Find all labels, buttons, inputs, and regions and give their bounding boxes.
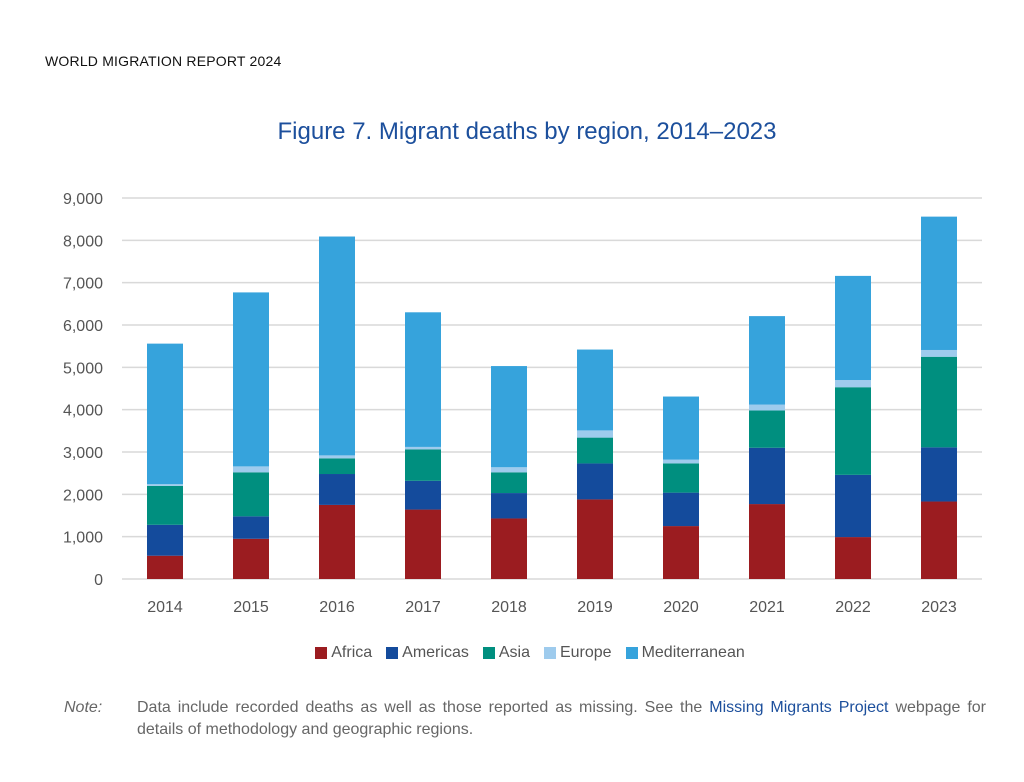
x-tick-label: 2016 <box>319 599 355 616</box>
y-tick-label: 7,000 <box>63 276 103 293</box>
bar-segment-americas <box>835 474 871 538</box>
bar-segment-europe <box>835 380 871 388</box>
bar-segment-asia <box>663 463 699 493</box>
bar-segment-africa <box>663 526 699 579</box>
bar-segment-europe <box>577 430 613 438</box>
report-header: WORLD MIGRATION REPORT 2024 <box>45 53 282 69</box>
bar-segment-mediterranean <box>749 316 785 405</box>
missing-migrants-project-link[interactable]: Missing Migrants Project <box>709 699 889 716</box>
bar-segment-europe <box>749 404 785 411</box>
bar-segment-europe <box>663 459 699 464</box>
bar-segment-asia <box>835 387 871 475</box>
legend-swatch <box>386 647 399 659</box>
bar-segment-africa <box>491 518 527 579</box>
legend-item: Asia <box>482 644 530 662</box>
y-tick-label: 4,000 <box>63 403 103 420</box>
bar-segment-mediterranean <box>491 366 527 468</box>
bar-segment-americas <box>577 463 613 500</box>
legend-label: Africa <box>331 644 373 661</box>
bar-segment-europe <box>491 467 527 473</box>
bar-segment-asia <box>749 410 785 448</box>
legend-label: Asia <box>498 644 530 661</box>
x-tick-label: 2015 <box>233 599 269 616</box>
x-tick-label: 2014 <box>147 599 183 616</box>
legend-swatch <box>625 647 638 659</box>
legend-item: Mediterranean <box>625 644 745 662</box>
legend-item: Africa <box>315 644 372 662</box>
legend-item: Europe <box>543 644 612 662</box>
bar-segment-mediterranean <box>147 343 183 485</box>
bar-segment-asia <box>491 472 527 494</box>
legend-swatch <box>482 647 495 659</box>
bar-segment-americas <box>319 474 355 505</box>
legend-label: Europe <box>559 644 612 661</box>
bar-segment-europe <box>233 466 269 473</box>
y-tick-label: 8,000 <box>63 233 103 250</box>
x-tick-label: 2023 <box>921 599 957 616</box>
bar-segment-europe <box>405 446 441 450</box>
legend-swatch <box>315 647 328 659</box>
bar-segment-americas <box>147 524 183 556</box>
chart-title: Figure 7. Migrant deaths by region, 2014… <box>277 118 777 145</box>
x-tick-label: 2020 <box>663 599 699 616</box>
bar-segment-mediterranean <box>577 349 613 431</box>
bar-segment-asia <box>147 485 183 525</box>
bar-segment-mediterranean <box>663 396 699 460</box>
bar-segment-asia <box>405 449 441 481</box>
bar-segment-africa <box>577 499 613 579</box>
bar-segment-africa <box>749 504 785 579</box>
x-tick-label: 2018 <box>491 599 527 616</box>
x-tick-label: 2019 <box>577 599 613 616</box>
bar-segment-americas <box>405 480 441 510</box>
bar-segment-mediterranean <box>405 312 441 447</box>
bar-segment-americas <box>749 447 785 505</box>
legend-label: Mediterranean <box>641 644 745 661</box>
bar-segment-americas <box>233 516 269 539</box>
bar-segment-mediterranean <box>319 236 355 456</box>
bar-segment-africa <box>319 504 355 579</box>
note-text-before: Data include recorded deaths as well as … <box>137 699 710 716</box>
y-tick-label: 2,000 <box>63 487 103 504</box>
y-tick-label: 5,000 <box>63 360 103 377</box>
legend: Africa Americas Asia Europe Mediterranean <box>0 644 1024 662</box>
bar-segment-mediterranean <box>835 275 871 381</box>
bar-segment-africa <box>233 538 269 579</box>
bar-segment-africa <box>921 501 957 579</box>
bar-segment-africa <box>835 537 871 579</box>
y-tick-label: 0 <box>94 572 103 589</box>
legend-item: Americas <box>386 644 469 662</box>
bar-segment-africa <box>147 555 183 579</box>
legend-swatch <box>543 647 556 659</box>
bar-segment-asia <box>577 437 613 464</box>
x-tick-label: 2021 <box>749 599 785 616</box>
bar-segment-asia <box>233 472 269 517</box>
bar-segment-americas <box>921 447 957 502</box>
x-tick-label: 2017 <box>405 599 441 616</box>
bar-segment-europe <box>147 484 183 486</box>
bar-segment-americas <box>663 492 699 527</box>
bar-segment-asia <box>921 356 957 448</box>
note-text-after: webpage for details of methodology and g… <box>137 699 987 738</box>
bar-segment-africa <box>405 509 441 579</box>
y-tick-label: 3,000 <box>63 445 103 462</box>
note-text: Data include recorded deaths as well as … <box>137 697 986 741</box>
bar-segment-mediterranean <box>921 216 957 350</box>
note-label: Note: <box>64 699 103 716</box>
bar-segment-europe <box>921 349 957 357</box>
bar-segment-europe <box>319 455 355 459</box>
x-tick-label: 2022 <box>835 599 871 616</box>
bar-segment-asia <box>319 458 355 475</box>
legend-label: Americas <box>402 644 469 661</box>
y-tick-label: 1,000 <box>63 530 103 547</box>
y-tick-label: 9,000 <box>63 191 103 208</box>
y-tick-label: 6,000 <box>63 318 103 335</box>
stacked-bar-chart: 0 1,000 2,000 3,000 4,000 5,000 6,000 7,000 8,00… <box>63 191 982 616</box>
bar-segment-mediterranean <box>233 292 269 467</box>
bar-segment-americas <box>491 493 527 519</box>
